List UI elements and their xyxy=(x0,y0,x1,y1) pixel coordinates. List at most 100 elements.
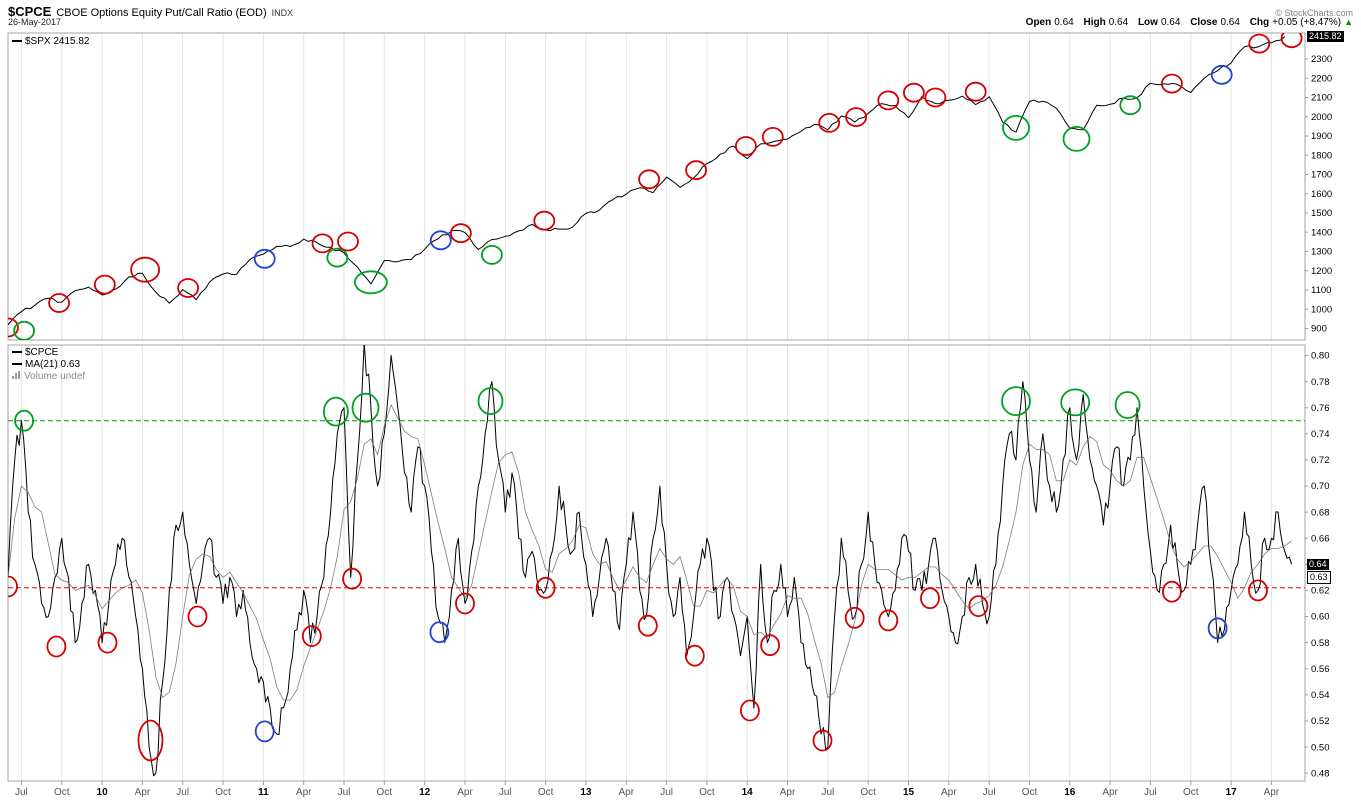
svg-text:Jul: Jul xyxy=(176,787,189,798)
svg-text:10: 10 xyxy=(97,787,109,798)
cpce-ma-value-badge: 0.63 xyxy=(1307,571,1331,584)
low-label: Low xyxy=(1137,17,1158,28)
svg-text:Jul: Jul xyxy=(15,787,28,798)
svg-text:0.60: 0.60 xyxy=(1311,612,1330,623)
ma-line-swatch-icon xyxy=(12,363,22,366)
svg-text:Apr: Apr xyxy=(457,787,473,798)
svg-text:Jul: Jul xyxy=(660,787,673,798)
ohlc-quote: Open 0.64 High 0.64 Low 0.64 Close 0.64 Chg +… xyxy=(1019,17,1353,28)
cpce-legend-label: $CPCE xyxy=(25,347,59,358)
svg-text:0.78: 0.78 xyxy=(1311,377,1330,388)
svg-text:15: 15 xyxy=(903,787,915,798)
cpce-legend: $CPCE MA(21) 0.63 Volume undef xyxy=(12,347,85,383)
ticker-symbol: $CPCE xyxy=(8,4,52,19)
svg-text:Apr: Apr xyxy=(941,787,957,798)
chart-header: $CPCE CBOE Options Equity Put/Call Ratio … xyxy=(8,3,1353,21)
svg-text:0.74: 0.74 xyxy=(1311,429,1330,440)
stockcharts-credit: © StockCharts.com xyxy=(1275,8,1353,18)
svg-text:0.68: 0.68 xyxy=(1311,507,1330,518)
chart-date: 26-May-2017 xyxy=(8,17,62,27)
svg-text:0.50: 0.50 xyxy=(1311,742,1330,753)
svg-text:0.56: 0.56 xyxy=(1311,664,1330,675)
svg-text:0.62: 0.62 xyxy=(1311,586,1330,597)
svg-text:12: 12 xyxy=(419,787,431,798)
cpce-line-swatch-icon xyxy=(12,351,22,354)
svg-text:2300: 2300 xyxy=(1311,54,1332,65)
high-label: High xyxy=(1083,17,1106,28)
svg-text:Oct: Oct xyxy=(377,787,393,798)
svg-text:14: 14 xyxy=(742,787,754,798)
svg-text:Jul: Jul xyxy=(499,787,512,798)
spx-legend-label: $SPX 2415.82 xyxy=(25,36,90,47)
volume-bars-icon xyxy=(12,371,21,383)
svg-text:Jul: Jul xyxy=(822,787,835,798)
open-label: Open xyxy=(1025,17,1052,28)
svg-text:0.76: 0.76 xyxy=(1311,403,1330,414)
svg-text:1200: 1200 xyxy=(1311,266,1332,277)
svg-text:Apr: Apr xyxy=(296,787,312,798)
svg-text:0.70: 0.70 xyxy=(1311,481,1330,492)
chart-title-group: $CPCE CBOE Options Equity Put/Call Ratio … xyxy=(8,3,293,21)
chart-subheader: 26-May-2017 Open 0.64 High 0.64 Low 0.64 Cl… xyxy=(8,17,1353,28)
volume-legend-label: Volume undef xyxy=(24,371,86,382)
svg-text:Oct: Oct xyxy=(860,787,876,798)
cpce-legend-symbol-row: $CPCE xyxy=(12,347,85,359)
svg-text:1700: 1700 xyxy=(1311,170,1332,181)
svg-text:11: 11 xyxy=(258,787,269,798)
svg-text:2100: 2100 xyxy=(1311,93,1332,104)
svg-text:0.80: 0.80 xyxy=(1311,351,1330,362)
svg-text:Jul: Jul xyxy=(1144,787,1157,798)
close-label: Close xyxy=(1190,17,1218,28)
svg-text:0.54: 0.54 xyxy=(1311,690,1330,701)
svg-text:Apr: Apr xyxy=(1102,787,1118,798)
chg-value: +0.05 (+8.47%) xyxy=(1272,17,1342,28)
svg-text:0.48: 0.48 xyxy=(1311,768,1330,779)
svg-text:2000: 2000 xyxy=(1311,112,1332,123)
spx-legend: $SPX 2415.82 xyxy=(12,36,90,48)
svg-text:1100: 1100 xyxy=(1311,285,1331,296)
cpce-legend-ma-row: MA(21) 0.63 xyxy=(12,359,85,371)
ma-legend-label: MA(21) 0.63 xyxy=(25,359,81,370)
spx-line-swatch-icon xyxy=(12,40,22,43)
instrument-name: CBOE Options Equity Put/Call Ratio (EOD) xyxy=(56,7,267,19)
svg-text:Oct: Oct xyxy=(538,787,554,798)
svg-text:Oct: Oct xyxy=(215,787,231,798)
svg-text:1000: 1000 xyxy=(1311,304,1332,315)
exchange-label: INDX xyxy=(271,8,294,18)
svg-text:1600: 1600 xyxy=(1311,189,1332,200)
svg-text:Apr: Apr xyxy=(1264,787,1280,798)
svg-text:1900: 1900 xyxy=(1311,131,1332,142)
svg-text:1400: 1400 xyxy=(1311,227,1332,238)
svg-text:Oct: Oct xyxy=(54,787,70,798)
close-value: 0.64 xyxy=(1220,17,1240,28)
svg-text:900: 900 xyxy=(1311,324,1327,335)
svg-text:Jul: Jul xyxy=(983,787,996,798)
svg-text:2200: 2200 xyxy=(1311,73,1332,84)
svg-text:0.58: 0.58 xyxy=(1311,638,1330,649)
low-value: 0.64 xyxy=(1160,17,1181,28)
spx-last-price-badge: 2415.82 xyxy=(1307,31,1344,42)
svg-text:Oct: Oct xyxy=(699,787,715,798)
svg-text:1300: 1300 xyxy=(1311,247,1332,258)
chg-label: Chg xyxy=(1249,17,1270,28)
svg-text:16: 16 xyxy=(1064,787,1076,798)
up-arrow-icon: ▲ xyxy=(1344,17,1353,27)
svg-text:1800: 1800 xyxy=(1311,150,1332,161)
svg-text:Apr: Apr xyxy=(619,787,635,798)
open-value: 0.64 xyxy=(1054,17,1074,28)
svg-text:1500: 1500 xyxy=(1311,208,1332,219)
svg-text:0.72: 0.72 xyxy=(1311,455,1330,466)
cpce-last-value-badge: 0.64 xyxy=(1307,559,1329,570)
svg-text:Oct: Oct xyxy=(1183,787,1199,798)
svg-text:13: 13 xyxy=(580,787,592,798)
svg-text:0.52: 0.52 xyxy=(1311,716,1330,727)
svg-text:17: 17 xyxy=(1226,787,1238,798)
high-value: 0.64 xyxy=(1108,17,1129,28)
svg-text:Apr: Apr xyxy=(135,787,151,798)
svg-text:Apr: Apr xyxy=(780,787,796,798)
svg-text:Oct: Oct xyxy=(1022,787,1038,798)
svg-text:0.66: 0.66 xyxy=(1311,533,1330,544)
cpce-legend-volume-row: Volume undef xyxy=(12,371,85,383)
